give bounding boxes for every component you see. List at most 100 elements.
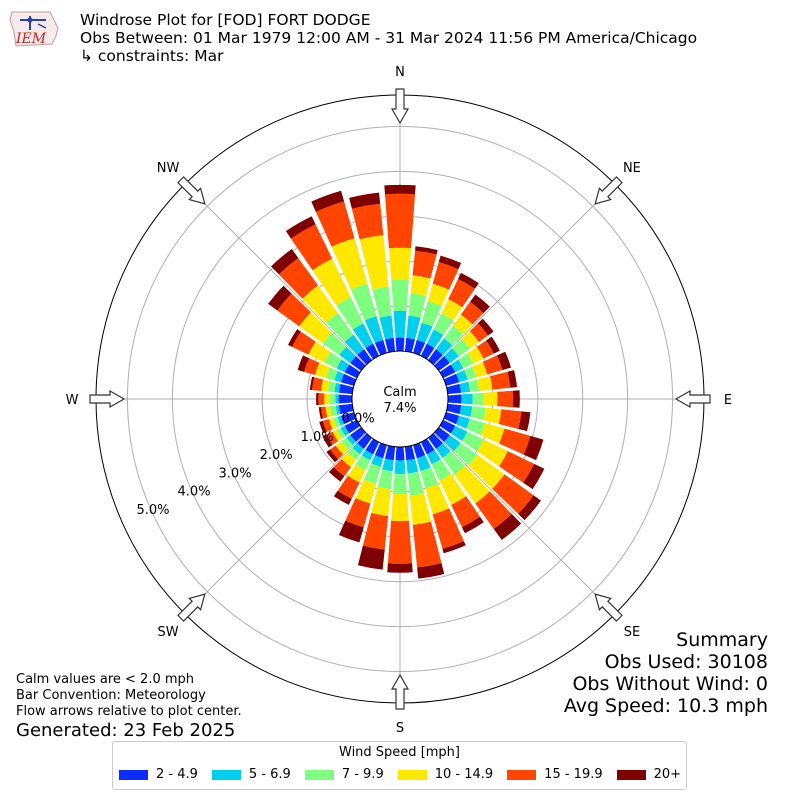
bar-dir80-bin4	[490, 371, 511, 390]
legend-swatch-2	[304, 769, 334, 780]
bar-dir70-bin5	[497, 351, 512, 371]
bar-dir320-bin3	[302, 285, 338, 323]
bar-dir250-bin0	[340, 412, 357, 425]
bar-dir110-bin4	[499, 428, 531, 455]
bar-dir170-bin1	[406, 458, 419, 474]
bar-dir230-bin5	[326, 449, 339, 463]
bar-dir270-bin1	[335, 394, 339, 404]
bar-dir110-bin1	[456, 415, 470, 429]
legend: Wind Speed [mph] 2 - 4.9 5 - 6.9 7 - 9.9 10…	[112, 741, 687, 790]
bar-dir260-bin2	[329, 405, 338, 417]
bar-dir100-bin4	[498, 409, 522, 429]
bar-dir140-bin2	[442, 451, 465, 475]
bar-dir210-bin0	[365, 438, 380, 455]
bar-dir60-bin0	[439, 364, 456, 379]
bar-dir350-bin5	[349, 192, 381, 209]
bar-dir170-bin4	[412, 521, 442, 568]
legend-label-1: 5 - 6.9	[248, 767, 291, 782]
compass-label-e: E	[724, 393, 732, 408]
bar-dir160-bin0	[413, 442, 426, 459]
calm-label: Calm	[383, 385, 416, 400]
flow-arrow-e	[674, 389, 711, 409]
bar-dir50-bin3	[461, 331, 480, 349]
bar-dir350-bin2	[372, 286, 392, 318]
bar-dir260-bin3	[325, 406, 332, 418]
bar-dir130-bin1	[444, 434, 461, 452]
bar-dir240-bin1	[340, 425, 350, 437]
bar-dir220-bin3	[341, 452, 357, 468]
radial-tick-2: 2.0%	[260, 448, 293, 463]
bar-dir170-bin3	[409, 493, 432, 525]
bar-dir20-bin1	[416, 322, 433, 343]
bar-dir280-bin5	[309, 376, 315, 391]
bar-dir90-bin0	[447, 394, 462, 404]
bar-dir140-bin4	[475, 491, 512, 529]
bar-dir70-bin2	[464, 366, 477, 380]
bar-dir100-bin5	[518, 411, 531, 432]
bar-dir150-bin0	[420, 438, 435, 455]
bar-dir230-bin1	[346, 434, 356, 445]
bar-dir220-bin5	[328, 467, 345, 482]
bar-dir220-bin1	[352, 443, 365, 455]
bar-dir260-bin0	[338, 403, 354, 415]
generated-date: Generated: 23 Feb 2025	[16, 720, 236, 741]
bar-dir60-bin3	[467, 346, 484, 364]
calm-circle	[351, 350, 449, 448]
bar-dir350-bin1	[379, 315, 394, 340]
bar-dir190-bin2	[377, 469, 393, 490]
bar-dir90-bin3	[483, 391, 498, 407]
flow-note: Flow arrows relative to plot center.	[16, 704, 242, 719]
legend-item-3: 10 - 14.9	[397, 767, 493, 782]
bar-dir10-bin2	[408, 293, 427, 318]
bar-dir260-bin5	[318, 407, 323, 420]
bar-dir240-bin4	[326, 431, 339, 445]
bar-dir220-bin2	[347, 447, 361, 460]
calm-note: Calm values are < 2.0 mph	[16, 672, 195, 687]
bar-dir220-bin0	[357, 433, 372, 449]
flow-arrow-nw	[177, 176, 206, 205]
bar-dir40-bin2	[443, 325, 464, 346]
bar-dir20-bin0	[413, 339, 426, 356]
bar-dir300-bin0	[344, 364, 361, 379]
bar-dir200-bin1	[371, 455, 384, 467]
bar-dir30-bin4	[448, 278, 475, 308]
bar-dir90-bin4	[497, 390, 514, 408]
legend-item-4: 15 - 19.9	[507, 767, 603, 782]
bar-dir320-bin2	[325, 312, 354, 343]
bar-dir130-bin3	[468, 454, 505, 489]
bar-dir350-bin0	[384, 337, 396, 353]
summary-title: Summary	[676, 629, 768, 651]
bar-dir300-bin1	[336, 359, 350, 373]
bar-dir350-bin4	[351, 203, 384, 240]
bar-dir140-bin5	[493, 513, 522, 540]
bar-dir200-bin4	[345, 498, 371, 528]
bar-dir0-bin2	[391, 279, 409, 311]
bar-dir290-bin5	[297, 355, 310, 372]
bar-dir300-bin2	[324, 351, 342, 369]
legend-swatch-4	[507, 769, 537, 780]
bar-dir10-bin4	[412, 250, 437, 279]
bar-dir40-bin1	[435, 338, 453, 355]
bar-dir290-bin0	[340, 373, 357, 386]
bar-dir150-bin5	[461, 516, 484, 534]
bar-dir250-bin2	[333, 416, 341, 428]
compass-label-n: N	[395, 65, 405, 80]
bar-dir40-bin5	[470, 294, 490, 314]
bar-dir290-bin1	[334, 371, 344, 383]
legend-label-2: 7 - 9.9	[341, 767, 384, 782]
flow-arrow-n	[390, 88, 410, 125]
bar-dir60-bin2	[458, 353, 474, 369]
bar-dir340-bin0	[374, 339, 387, 356]
bar-dir310-bin0	[350, 356, 366, 371]
bar-dir20-bin3	[427, 283, 450, 307]
compass-label-ne: NE	[623, 161, 641, 176]
bar-dir50-bin5	[477, 318, 494, 336]
bar-dir300-bin5	[288, 329, 301, 347]
logo-text: IEM	[15, 31, 47, 47]
flow-arrow-se	[594, 593, 623, 622]
bar-dir250-bin4	[322, 419, 333, 432]
bar-dir260-bin4	[320, 406, 328, 419]
bar-dir270-bin4	[318, 393, 325, 405]
bar-dir330-bin5	[285, 216, 316, 239]
